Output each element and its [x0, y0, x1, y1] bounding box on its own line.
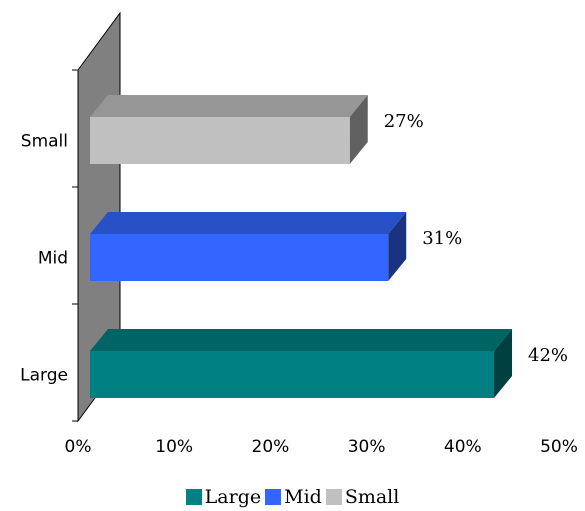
bar-front-face: [90, 117, 350, 164]
x-tick-label: 50%: [540, 437, 578, 457]
x-tick-label: 0%: [65, 437, 92, 457]
data-labels: Small 27% Mid 31% Large 42%: [20, 111, 568, 386]
bar-side-face: [388, 212, 407, 281]
legend-label: Small: [344, 486, 400, 508]
x-tick-label: 30%: [348, 437, 386, 457]
data-label: 27%: [384, 111, 424, 132]
bar-top-face: [90, 329, 513, 351]
legend-swatch: [265, 489, 282, 505]
y-tick-label: Small: [21, 132, 68, 152]
bar-mid: [90, 212, 407, 281]
legend: Large Mid Small: [0, 484, 585, 510]
bar-small: [90, 95, 368, 164]
axes: 0% 10% 20% 30% 40% 50%: [65, 69, 578, 457]
legend-item-mid: Mid: [265, 486, 322, 508]
y-tick-label: Mid: [38, 249, 68, 269]
legend-label: Mid: [284, 486, 322, 508]
legend-item-small: Small: [325, 486, 400, 508]
data-label: 42%: [528, 345, 568, 366]
bar-side-face: [349, 95, 368, 164]
bar-side-face: [494, 329, 513, 398]
legend-swatch: [185, 489, 202, 505]
legend-swatch: [325, 489, 342, 505]
bar-top-face: [90, 212, 407, 234]
legend-label: Large: [204, 486, 262, 508]
bar-large: [90, 329, 513, 398]
bar-front-face: [90, 234, 389, 281]
data-label: 31%: [422, 228, 462, 249]
bar-front-face: [90, 351, 495, 398]
x-tick-label: 40%: [444, 437, 482, 457]
bar-top-face: [90, 95, 368, 117]
y-tick-label: Large: [20, 366, 68, 386]
x-tick-label: 10%: [155, 437, 193, 457]
legend-item-large: Large: [185, 486, 262, 508]
x-tick-label: 20%: [252, 437, 290, 457]
bars: [90, 95, 513, 398]
